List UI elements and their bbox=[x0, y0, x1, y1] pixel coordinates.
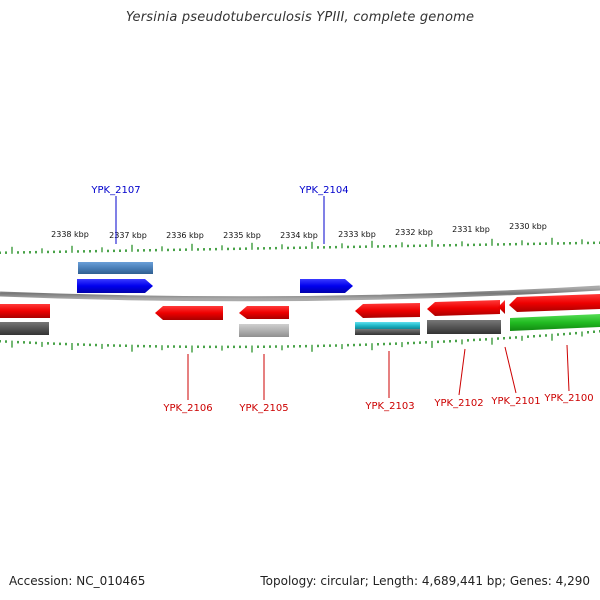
feature-bar-steelblue[interactable] bbox=[78, 262, 153, 274]
gene-label-ypk-2100[interactable]: YPK_2100 bbox=[543, 393, 593, 404]
gene-arrow-ypk-2106[interactable] bbox=[155, 306, 223, 320]
accession-text: Accession: NC_010465 bbox=[9, 574, 146, 588]
gene-arrow-left-edge[interactable] bbox=[0, 304, 50, 318]
topology-text: Topology: circular; Length: 4,689,441 bp… bbox=[260, 574, 590, 588]
reverse-features bbox=[0, 294, 600, 337]
gene-label-ypk-2103[interactable]: YPK_2103 bbox=[364, 401, 414, 412]
scale-label: 2335 kbp bbox=[223, 231, 261, 240]
gene-label-ypk-2102[interactable]: YPK_2102 bbox=[433, 398, 483, 409]
reverse-gene-labels: YPK_2106 YPK_2105 YPK_2103 YPK_2102 YPK_… bbox=[162, 393, 593, 414]
gene-arrow-ypk-2104[interactable] bbox=[300, 279, 353, 293]
upper-tick-marks bbox=[0, 237, 600, 254]
gene-label-ypk-2104[interactable]: YPK_2104 bbox=[298, 185, 348, 196]
scale-label: 2333 kbp bbox=[338, 230, 376, 239]
reverse-leader-lines bbox=[187, 344, 570, 400]
forward-gene-labels: YPK_2107 YPK_2104 bbox=[90, 185, 348, 196]
genome-backbone bbox=[0, 285, 600, 302]
lower-tick-marks bbox=[0, 330, 600, 353]
gene-arrow-ypk-2105[interactable] bbox=[239, 306, 289, 319]
feature-bar-cyan[interactable] bbox=[355, 322, 420, 329]
feature-bar-dark[interactable] bbox=[427, 320, 501, 334]
scale-label: 2336 kbp bbox=[166, 231, 204, 240]
gene-label-ypk-2106[interactable]: YPK_2106 bbox=[162, 403, 212, 414]
gene-arrow-ypk-2103[interactable] bbox=[355, 303, 420, 318]
feature-bar-dark[interactable] bbox=[0, 322, 49, 335]
scale-label: 2338 kbp bbox=[51, 230, 89, 239]
forward-features bbox=[77, 262, 353, 293]
gene-label-ypk-2101[interactable]: YPK_2101 bbox=[490, 396, 540, 407]
scale-label: 2332 kbp bbox=[395, 228, 433, 237]
scale-label: 2334 kbp bbox=[280, 231, 318, 240]
gene-arrow-ypk-2101[interactable] bbox=[498, 300, 505, 314]
genome-title: Yersinia pseudotuberculosis YPIII, compl… bbox=[125, 10, 475, 25]
gene-label-ypk-2105[interactable]: YPK_2105 bbox=[238, 403, 288, 414]
gene-arrow-ypk-2100[interactable] bbox=[509, 294, 600, 312]
feature-bar-dark[interactable] bbox=[355, 329, 420, 335]
feature-bar-green[interactable] bbox=[510, 314, 600, 331]
gene-label-ypk-2107[interactable]: YPK_2107 bbox=[90, 185, 140, 196]
gene-arrow-ypk-2107[interactable] bbox=[77, 279, 153, 293]
scale-labels: 2338 kbp 2337 kbp 2336 kbp 2335 kbp 2334… bbox=[51, 222, 547, 240]
gene-arrow-ypk-2102[interactable] bbox=[427, 300, 500, 316]
scale-label: 2330 kbp bbox=[509, 222, 547, 231]
scale-label: 2331 kbp bbox=[452, 225, 490, 234]
scale-label: 2337 kbp bbox=[109, 231, 147, 240]
forward-leader-lines bbox=[115, 196, 325, 244]
feature-bar-light[interactable] bbox=[239, 324, 289, 337]
